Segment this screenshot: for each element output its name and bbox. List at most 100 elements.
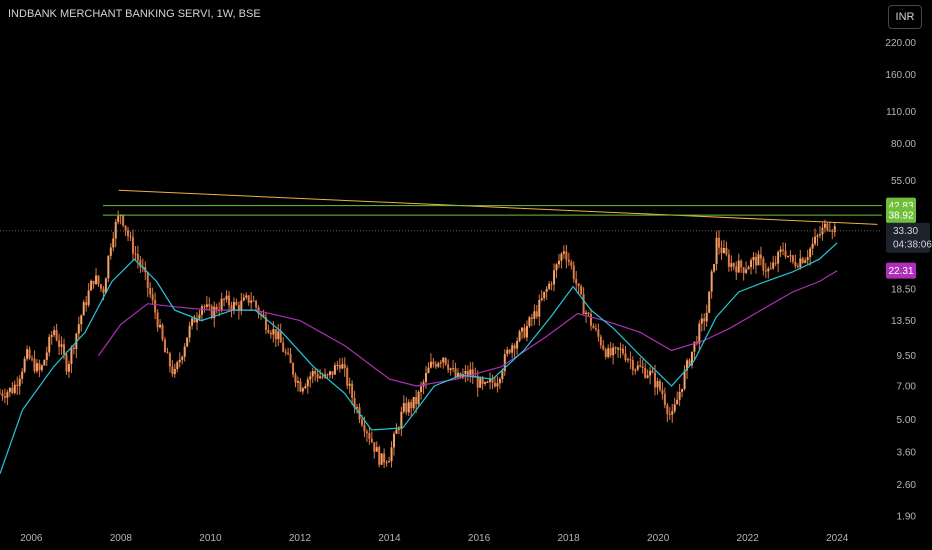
candle-body [656, 381, 659, 388]
candle-body [156, 312, 159, 328]
candle-body [678, 391, 681, 400]
candle-body [747, 267, 750, 270]
candle-body [13, 384, 16, 394]
candle-body [296, 381, 299, 383]
candle-body [464, 370, 467, 375]
candle-body [163, 339, 166, 353]
candle-body [735, 266, 738, 273]
candle-body [619, 348, 622, 350]
candle-body [242, 297, 245, 301]
y-tick-label: 160.00 [885, 70, 916, 81]
candle-body [592, 325, 595, 329]
candle-body [107, 255, 110, 279]
candle-body [491, 379, 494, 383]
candle-body [173, 368, 176, 375]
candle-body [131, 237, 134, 254]
price-label: 42.83 [888, 201, 913, 212]
candle-body [769, 268, 772, 270]
candle-body [784, 250, 787, 257]
candle-body [90, 280, 93, 291]
candle-body [328, 371, 331, 376]
candle-body [309, 376, 312, 380]
candle-body [67, 364, 70, 372]
candle-body [649, 370, 652, 376]
candle-body [23, 358, 26, 372]
candle-body [452, 368, 455, 370]
candle-body [82, 302, 85, 316]
candle-body [65, 354, 68, 372]
candle-body [63, 344, 66, 355]
candle-body [183, 346, 186, 357]
x-tick-label: 2008 [110, 533, 133, 544]
candle-body [646, 375, 649, 378]
candle-body [626, 359, 629, 361]
candle-body [614, 347, 617, 349]
candle-body [804, 260, 807, 263]
candle-body [230, 305, 233, 310]
candle-body [112, 238, 115, 248]
candle-body [607, 348, 610, 357]
price-label: 38.92 [888, 211, 913, 222]
candle-body [0, 393, 1, 395]
candle-body [651, 370, 654, 373]
candle-body [102, 288, 105, 293]
candle-body [250, 300, 253, 303]
currency-button[interactable]: INR [888, 5, 922, 29]
candle-body [644, 367, 647, 378]
candle-body [235, 301, 238, 305]
candle-body [454, 368, 457, 378]
candle-body [663, 394, 666, 406]
candle-body [476, 376, 479, 388]
x-tick-label: 2006 [20, 533, 43, 544]
candle-body [351, 383, 354, 398]
price-label-bg [886, 207, 916, 224]
candle-body [178, 359, 181, 363]
candle-body [301, 388, 304, 392]
candle-body [582, 294, 585, 315]
candle-body [114, 221, 117, 239]
candle-body [124, 225, 127, 231]
candle-body [392, 433, 395, 448]
candle-body [636, 365, 639, 370]
candle-body [786, 255, 789, 257]
candle-body [523, 327, 526, 338]
candle-body [264, 317, 267, 330]
candle-body [681, 388, 684, 392]
candle-body [407, 402, 410, 413]
candle-body [55, 330, 58, 341]
candle-body [752, 256, 755, 261]
candle-body [225, 295, 228, 300]
candle-body [705, 312, 708, 322]
drawn-lines [0, 189, 882, 232]
x-tick-label: 2024 [826, 533, 849, 544]
candle-body [48, 336, 51, 353]
candle-body [353, 397, 356, 408]
candle-body [92, 280, 95, 284]
candle-body [668, 414, 671, 416]
candle-body [521, 327, 524, 332]
candle-body [553, 270, 556, 285]
candle-body [742, 267, 745, 273]
candle-body [710, 271, 713, 292]
candle-body [533, 311, 536, 319]
candle-body [208, 304, 211, 307]
candle-body [658, 381, 661, 390]
candle-body [730, 263, 733, 267]
candle-body [666, 405, 669, 415]
candle-body [750, 260, 753, 268]
candle-body [321, 376, 324, 378]
x-tick-label: 2010 [199, 533, 222, 544]
candle-body [621, 348, 624, 354]
candle-body [284, 351, 287, 353]
candle-body [700, 318, 703, 324]
candle-body [324, 374, 327, 378]
candle-body [732, 263, 735, 267]
candle-body [272, 329, 275, 335]
candle-body [496, 383, 499, 387]
candle-body [33, 358, 36, 372]
x-tick-label: 2012 [289, 533, 312, 544]
candle-body [159, 324, 162, 328]
candle-body [245, 295, 248, 298]
candle-body [122, 214, 125, 226]
